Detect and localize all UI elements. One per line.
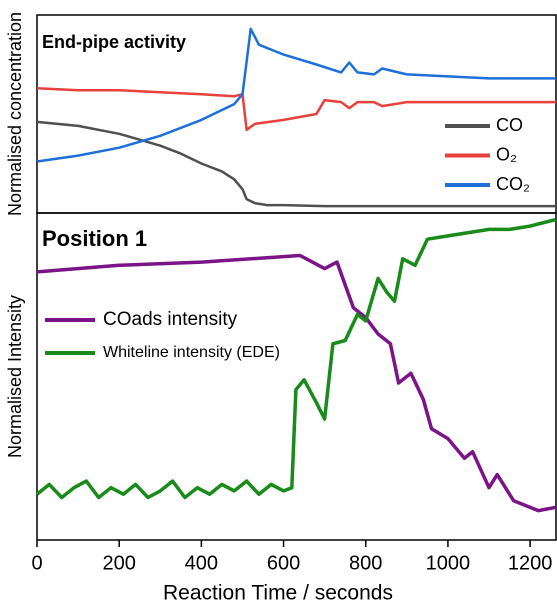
data-line: [36, 120, 556, 208]
x-axis-label: Reaction Time / seconds: [163, 582, 393, 605]
x-tick-label: 0: [31, 552, 42, 574]
data-line: [36, 27, 556, 163]
legend-label: O₂: [496, 144, 517, 164]
legend-label: COads intensity: [103, 309, 238, 330]
x-tick-label: 800: [349, 552, 382, 574]
panel-title: Position 1: [42, 226, 147, 251]
data-line: [36, 87, 556, 132]
x-tick-label: 1200: [508, 552, 553, 574]
data-line: [36, 253, 557, 513]
x-tick-label: 1000: [426, 552, 471, 574]
y-axis-label: Normalised Intensity: [5, 295, 25, 458]
x-tick-label: 400: [185, 552, 218, 574]
y-axis-label: Normalised concentration: [5, 12, 25, 216]
plot-frame: [36, 212, 557, 541]
legend-label: CO: [496, 115, 523, 135]
panel-title: End-pipe activity: [42, 32, 186, 52]
data-line: [35, 217, 557, 500]
legend-label: CO₂: [496, 174, 530, 194]
x-tick-label: 600: [267, 552, 300, 574]
x-tick-label: 200: [102, 552, 135, 574]
legend-label: Whiteline intensity (EDE): [103, 344, 280, 361]
